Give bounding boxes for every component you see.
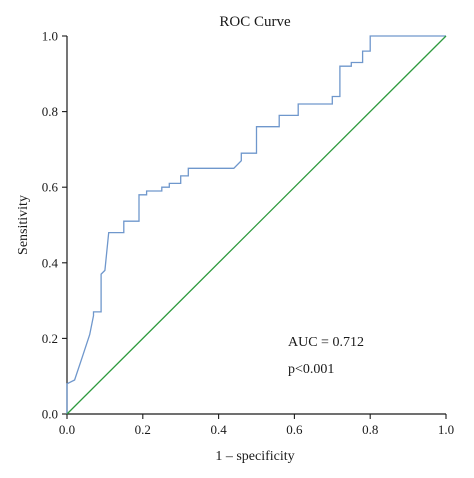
x-tick-label: 1.0: [438, 422, 454, 437]
series-group: [66, 35, 447, 415]
reference-diagonal-line: [66, 35, 447, 415]
y-tick-label: 1.0: [42, 29, 58, 44]
p-value-annotation: p<0.001: [288, 362, 334, 377]
y-tick-label: 0.4: [42, 255, 59, 270]
y-tick-label: 0.8: [42, 104, 58, 119]
roc-curve-line: [66, 35, 446, 414]
y-axis-label: Sensitivity: [16, 195, 31, 255]
x-tick-label: 0.6: [286, 422, 303, 437]
axes: 0.0 0.2 0.4 0.6 0.8 1.0 0.0 0.2 0.4 0.6 0.8 1.0: [42, 29, 454, 438]
y-tick-label: 0.6: [42, 180, 59, 195]
y-tick-label: 0.0: [42, 407, 58, 422]
x-tick-label: 0.8: [362, 422, 378, 437]
x-tick-label: 0.0: [59, 422, 75, 437]
x-axis-label: 1 – specificity: [215, 449, 294, 464]
x-tick-label: 0.4: [210, 422, 227, 437]
auc-annotation: AUC = 0.712: [288, 335, 364, 350]
x-tick-label: 0.2: [135, 422, 151, 437]
chart-title: ROC Curve: [219, 14, 291, 30]
y-tick-label: 0.2: [42, 331, 58, 346]
